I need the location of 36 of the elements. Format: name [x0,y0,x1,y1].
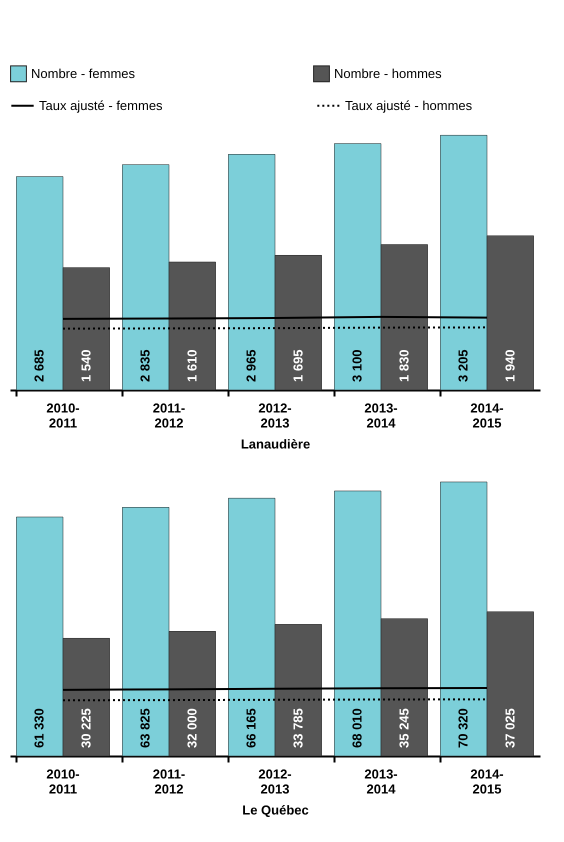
x-tick-label: 2012-2013 [258,766,292,796]
data-label: 2 835 [138,349,153,382]
x-axis-title: Lanaudière [240,436,310,452]
x-tick-label: 2013-2014 [364,400,398,430]
data-label: 1 610 [184,349,200,382]
data-label: 2 685 [32,349,47,382]
x-tick-label: 2014-2015 [470,766,504,796]
x-tick-label: 2010-2011 [46,400,80,430]
data-label: 61 330 [32,708,47,748]
data-label: 35 245 [396,708,412,748]
legend-label: Taux ajusté - hommes [345,98,473,113]
legend-label: Taux ajusté - femmes [39,98,164,113]
legend-label: Nombre - hommes [334,66,442,81]
data-label: 66 165 [244,708,259,748]
data-label: 2 965 [244,349,259,382]
x-tick-label: 2011-2012 [152,766,186,796]
legend-label: Nombre - femmes [31,66,136,81]
x-axis-title: Le Québec [242,802,309,818]
x-tick-label: 2014-2015 [470,400,504,430]
data-label: 1 540 [78,349,94,382]
x-tick-label: 2010-2011 [46,766,80,796]
x-tick-label: 2013-2014 [364,766,398,796]
data-label: 3 100 [350,349,365,382]
data-label: 1 830 [396,349,412,382]
data-label: 3 205 [456,349,471,382]
data-label: 63 825 [138,708,153,748]
data-label: 1 695 [290,349,306,382]
x-tick-label: 2011-2012 [152,400,186,430]
data-label: 37 025 [502,708,518,748]
data-label: 32 000 [184,708,200,748]
data-label: 33 785 [290,708,306,748]
data-label: 30 225 [78,708,94,748]
data-label: 68 010 [350,708,365,748]
x-tick-label: 2012-2013 [258,400,292,430]
data-label: 70 320 [456,708,471,748]
data-label: 1 940 [502,349,518,382]
